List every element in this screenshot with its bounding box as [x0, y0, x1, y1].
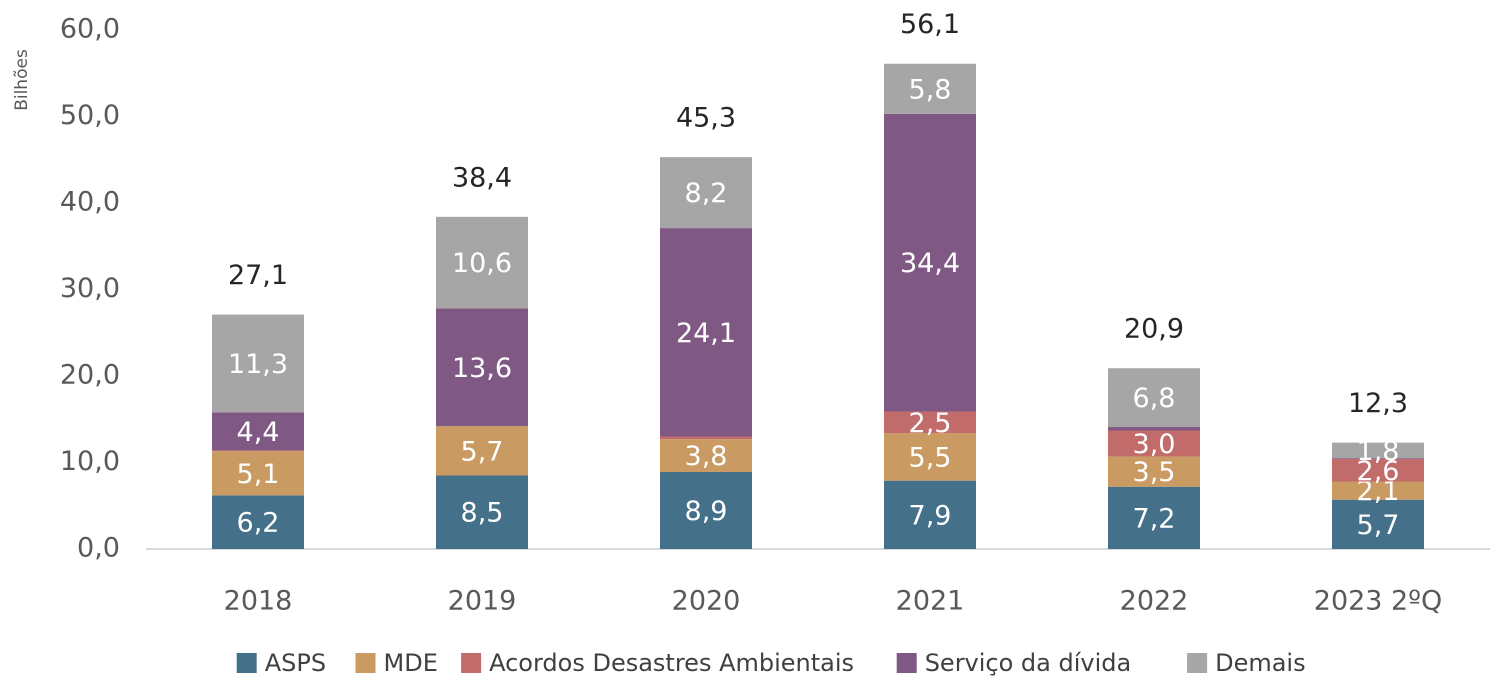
legend-swatch — [461, 653, 482, 673]
legend-label: Serviço da dívida — [925, 649, 1132, 677]
bar-segment — [660, 228, 752, 437]
x-tick-label: 2018 — [224, 586, 293, 617]
bar-segment — [1108, 430, 1200, 457]
data-label: 3,8 — [685, 441, 728, 472]
bar-segment — [884, 480, 976, 549]
bar-segment — [1332, 458, 1424, 460]
bar-segment — [884, 63, 976, 114]
legend-label: Acordos Desastres Ambientais — [489, 649, 854, 677]
bar-segment — [436, 308, 528, 427]
bar-segment — [436, 475, 528, 549]
total-label: 38,4 — [452, 162, 512, 193]
bar-segment — [884, 411, 976, 434]
y-tick-label: 10,0 — [60, 446, 120, 477]
y-tick-label: 50,0 — [60, 100, 120, 131]
y-tick-label: 0,0 — [77, 533, 120, 564]
data-label: 7,2 — [1133, 503, 1176, 534]
data-label: 7,9 — [909, 500, 952, 531]
data-label: 8,5 — [461, 498, 504, 529]
data-label: 5,7 — [461, 436, 504, 467]
legend-swatch — [236, 653, 257, 673]
bar-segment — [1332, 499, 1424, 549]
bar-segment — [436, 426, 528, 476]
bar-segment — [660, 157, 752, 229]
data-label: 5,7 — [1357, 510, 1400, 541]
legend-label: Demais — [1215, 649, 1306, 677]
data-label: 8,9 — [685, 496, 728, 527]
total-label: 56,1 — [900, 9, 960, 40]
data-label: 2,5 — [909, 408, 952, 439]
data-label: 5,8 — [909, 74, 952, 105]
bar-segment — [212, 495, 304, 549]
y-axis-label: Bilhões — [12, 49, 32, 111]
total-label: 20,9 — [1124, 314, 1184, 345]
data-label: 4,4 — [237, 417, 280, 448]
legend-swatch — [896, 653, 917, 673]
y-tick-label: 30,0 — [60, 273, 120, 304]
bar-segment — [660, 439, 752, 473]
bar-segment — [1108, 427, 1200, 431]
bar-segment — [1332, 459, 1424, 482]
data-label: 10,6 — [452, 248, 512, 279]
bar-segment — [884, 433, 976, 481]
data-label: 2,6 — [1357, 456, 1400, 487]
data-label: 1,8 — [1357, 436, 1400, 467]
data-label: 5,1 — [237, 459, 280, 490]
y-tick-label: 40,0 — [60, 187, 120, 218]
bar-segment — [212, 451, 304, 496]
data-label: 24,1 — [676, 318, 736, 349]
x-tick-label: 2021 — [896, 586, 965, 617]
bar-segment — [660, 472, 752, 549]
legend-swatch — [1187, 653, 1208, 673]
bar-segment — [1332, 481, 1424, 500]
bar-segment — [212, 314, 304, 413]
bar-segment — [436, 216, 528, 309]
bar-segment — [1108, 368, 1200, 428]
bar-segment — [884, 113, 976, 412]
bar-segment — [212, 412, 304, 451]
legend-label: MDE — [384, 649, 438, 677]
total-label: 27,1 — [228, 260, 288, 291]
x-tick-label: 2020 — [672, 586, 741, 617]
legend-label: ASPS — [265, 649, 326, 677]
bar-segment — [212, 450, 304, 452]
data-label: 6,2 — [237, 508, 280, 539]
y-tick-label: 60,0 — [60, 14, 120, 45]
data-label: 3,0 — [1133, 429, 1176, 460]
data-label: 6,8 — [1133, 383, 1176, 414]
bar-segment — [1108, 486, 1200, 549]
bar-segment — [1332, 442, 1424, 459]
y-tick-label: 20,0 — [60, 360, 120, 391]
x-tick-label: 2019 — [448, 586, 517, 617]
data-label: 13,6 — [452, 353, 512, 384]
data-label: 5,5 — [909, 442, 952, 473]
legend-swatch — [355, 653, 376, 673]
data-label: 3,5 — [1133, 457, 1176, 488]
total-label: 45,3 — [676, 103, 736, 134]
total-label: 12,3 — [1348, 388, 1408, 419]
x-tick-label: 2023 2ºQ — [1314, 586, 1442, 617]
data-label: 8,2 — [685, 178, 728, 209]
data-label: 34,4 — [900, 248, 960, 279]
x-tick-label: 2022 — [1120, 586, 1189, 617]
bar-segment — [660, 436, 752, 440]
data-label: 11,3 — [228, 349, 288, 380]
bar-segment — [1108, 456, 1200, 487]
